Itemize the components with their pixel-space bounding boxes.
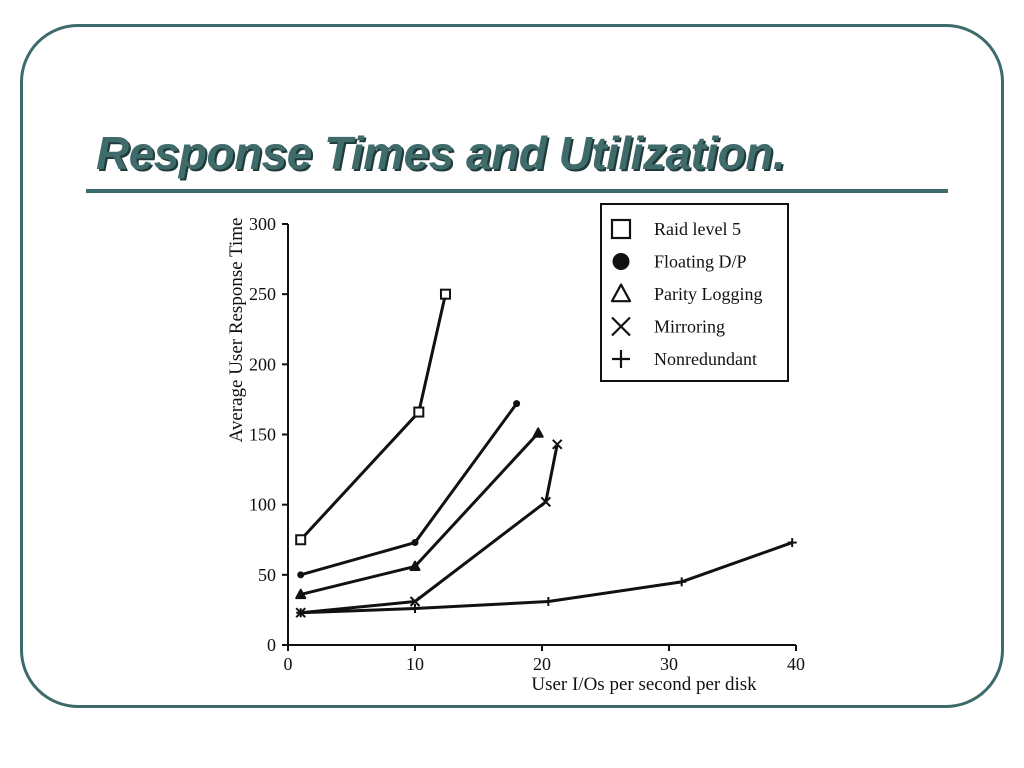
- y-tick-label: 50: [258, 565, 276, 585]
- x-marker-stroke: [540, 496, 552, 508]
- x-marker-stroke: [611, 316, 631, 337]
- chart-series: [295, 288, 797, 618]
- data-point-raid-level-5: [295, 534, 307, 546]
- legend-marker: [612, 253, 630, 270]
- legend-box: [600, 203, 789, 382]
- series-mirroring: [295, 439, 563, 618]
- y-tick-label: 200: [249, 354, 276, 374]
- data-point-parity-logging: [409, 560, 421, 572]
- title-rule: [86, 189, 948, 193]
- triangle-marker: [610, 283, 632, 303]
- triangle-marker: [409, 560, 421, 572]
- y-tick-label: 300: [249, 214, 276, 234]
- data-point-nonredundant: [787, 538, 797, 548]
- data-point-nonredundant: [410, 604, 420, 614]
- circle-marker: [612, 253, 630, 270]
- x-tick-label: 10: [406, 654, 424, 674]
- y-axis-title: Average User Response Time: [226, 218, 247, 443]
- legend-label: Floating D/P: [654, 252, 747, 272]
- chart-axes: 0 50 100 150 200 250 300 0 10 20 30 40 User I/Os per…: [226, 214, 805, 695]
- series-parity-logging: [295, 427, 544, 600]
- square-marker: [439, 288, 451, 300]
- triangle-marker: [532, 427, 544, 438]
- circle-marker: [513, 400, 521, 408]
- data-point-mirroring: [552, 439, 563, 450]
- y-tick-label: 150: [249, 425, 276, 445]
- legend-label: Parity Logging: [654, 284, 763, 304]
- circle-marker: [411, 539, 419, 547]
- circle-marker: [297, 571, 305, 579]
- data-point-nonredundant: [296, 608, 306, 618]
- series-raid-level-5: [295, 288, 451, 546]
- x-axis-title: User I/Os per second per disk: [531, 674, 757, 695]
- data-point-nonredundant: [543, 596, 553, 606]
- square-marker: [295, 534, 307, 546]
- data-point-mirroring: [540, 496, 552, 508]
- chart-legend: Raid level 5 Floating D/P Parity Logging Mi…: [600, 203, 789, 382]
- square-marker: [610, 218, 632, 240]
- legend-label: Mirroring: [654, 317, 725, 337]
- x-tick-label: 40: [787, 654, 805, 674]
- data-point-raid-level-5: [439, 288, 451, 300]
- legend-marker: [610, 218, 632, 240]
- x-tick-label: 20: [533, 654, 551, 674]
- data-point-floating-d-p: [297, 571, 305, 579]
- y-tick-label: 100: [249, 495, 276, 515]
- square-marker: [413, 406, 425, 418]
- y-tick-label: 250: [249, 284, 276, 304]
- x-tick-label: 0: [284, 654, 293, 674]
- slide-frame: [20, 24, 1004, 708]
- x-marker-stroke: [552, 439, 563, 450]
- data-point-parity-logging: [532, 427, 544, 438]
- series-floating-d-p: [297, 400, 521, 579]
- data-point-nonredundant: [677, 577, 687, 587]
- x-tick-label: 30: [660, 654, 678, 674]
- legend-label: Nonredundant: [654, 349, 757, 369]
- x-marker-stroke: [409, 596, 421, 607]
- data-point-floating-d-p: [513, 400, 521, 408]
- legend-label: Raid level 5: [654, 219, 741, 239]
- y-tick-label: 0: [267, 635, 276, 655]
- data-point-raid-level-5: [413, 406, 425, 418]
- slide-title: Response Times and Utilization.: [96, 127, 786, 179]
- data-point-floating-d-p: [411, 539, 419, 547]
- series-nonredundant: [296, 538, 797, 618]
- triangle-marker: [295, 588, 307, 600]
- data-point-mirroring: [409, 596, 421, 607]
- legend-marker: [611, 316, 631, 337]
- legend-marker: [610, 283, 632, 303]
- series-line-mirroring: [300, 444, 559, 615]
- data-point-parity-logging: [295, 588, 307, 600]
- legend-marker: [612, 350, 630, 368]
